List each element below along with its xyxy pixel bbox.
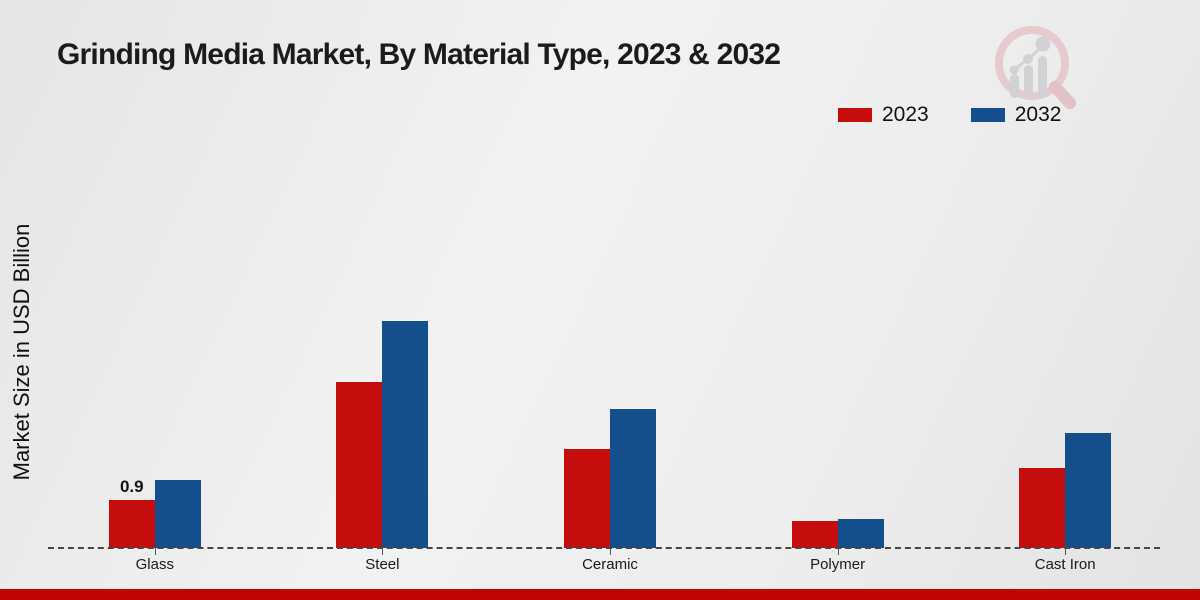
x-axis-baseline <box>48 547 1160 549</box>
legend-item-2023: 2023 <box>838 103 929 127</box>
bar-cast-iron-2023 <box>1019 468 1066 548</box>
legend-label: 2023 <box>882 103 929 126</box>
bar-glass-2032 <box>154 480 201 548</box>
bar-glass-2023 <box>108 500 155 548</box>
bar-steel-2032 <box>382 321 429 548</box>
x-tick-label-cast-iron: Cast Iron <box>1034 556 1096 573</box>
legend-swatch-icon <box>970 108 1005 122</box>
x-axis-tick <box>154 548 156 555</box>
legend-item-2032: 2032 <box>970 103 1062 127</box>
bar-polymer-2023 <box>791 521 838 548</box>
x-axis-tick <box>1065 548 1067 555</box>
x-tick-label-polymer: Polymer <box>810 556 866 573</box>
x-axis-tick <box>610 548 611 555</box>
footer-accent-bar <box>0 589 1200 600</box>
bar-value-label: 0.9 <box>119 477 144 496</box>
x-axis-tick <box>382 548 384 555</box>
bar-polymer-2032 <box>837 519 884 548</box>
legend-label: 2032 <box>1014 103 1062 126</box>
x-axis-tick <box>837 548 839 555</box>
x-tick-label-ceramic: Ceramic <box>582 556 638 573</box>
x-tick-label-steel: Steel <box>365 556 400 573</box>
legend: 2023 2032 <box>838 103 1061 127</box>
x-tick-label-glass: Glass <box>135 556 174 573</box>
bar-ceramic-2023 <box>564 449 610 548</box>
magnifier-chart-logo-icon <box>995 26 1076 109</box>
chart-title: Grinding Media Market, By Material Type,… <box>57 38 781 71</box>
bar-ceramic-2032 <box>610 409 656 548</box>
legend-swatch-icon <box>838 108 872 122</box>
bar-steel-2023 <box>336 382 383 548</box>
bar-cast-iron-2032 <box>1065 433 1112 548</box>
